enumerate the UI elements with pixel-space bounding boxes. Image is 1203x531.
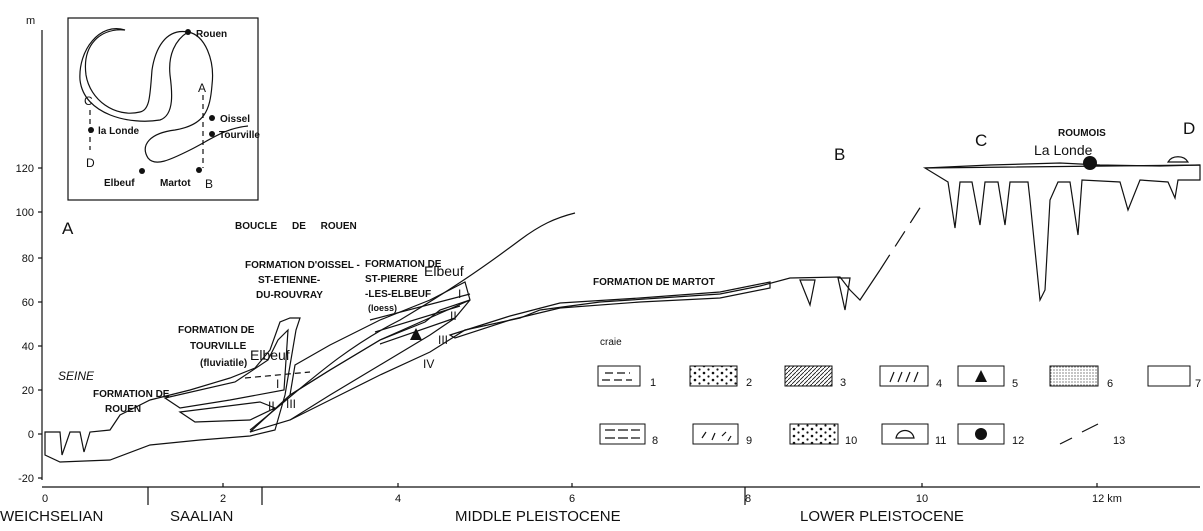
- label: A: [62, 219, 74, 238]
- y-unit: m: [26, 15, 35, 27]
- legend-label: 10: [845, 435, 857, 447]
- legend-label: 2: [746, 377, 752, 389]
- legend-label: 7: [1195, 378, 1201, 390]
- legend-label: 4: [936, 378, 942, 390]
- label: C: [975, 131, 987, 150]
- map-label: Rouen: [196, 29, 227, 40]
- label: B: [834, 145, 845, 164]
- period: WEICHSELIAN: [0, 508, 103, 525]
- x-tick: 6: [569, 493, 575, 505]
- label: II: [268, 399, 275, 413]
- label: FORMATION DE MARTOT: [593, 277, 715, 288]
- label: IV: [423, 357, 434, 371]
- legend-label: 6: [1107, 378, 1113, 390]
- label: FORMATION DE: [93, 389, 170, 400]
- label: SEINE: [58, 369, 95, 383]
- legend: 1 2 3 4 5 6 7 8 9 10 11 12 13: [598, 366, 1201, 447]
- label: DU-ROUVRAY: [256, 290, 323, 301]
- legend-label: 9: [746, 435, 752, 447]
- period: MIDDLE PLEISTOCENE: [455, 508, 621, 525]
- map-label: Tourville: [219, 130, 260, 141]
- periods: WEICHSELIAN SAALIAN MIDDLE PLEISTOCENE L…: [0, 508, 964, 525]
- label: III: [286, 397, 296, 411]
- legend-label: 3: [840, 377, 846, 389]
- y-tick: 80: [22, 253, 34, 265]
- label: FORMATION DE: [178, 325, 255, 336]
- legend-label: 1: [650, 377, 656, 389]
- legend-label: 13: [1113, 435, 1125, 447]
- label: II: [450, 309, 457, 323]
- y-ticks: 120 100 80 60 40 20 0 -20: [16, 163, 34, 485]
- legend-label: 12: [1012, 435, 1024, 447]
- x-tick: 2: [220, 493, 226, 505]
- label: III: [438, 333, 448, 347]
- label: ST-PIERRE: [365, 274, 418, 285]
- label: TOURVILLE: [190, 341, 247, 352]
- label: ROUEN: [105, 404, 141, 415]
- inset-map: Rouen C A Oissel la Londe Tourville D El…: [68, 18, 260, 200]
- legend-label: 11: [935, 435, 946, 447]
- legend-label: 5: [1012, 378, 1018, 390]
- map-label: la Londe: [98, 126, 140, 137]
- y-tick: 100: [16, 207, 34, 219]
- period: LOWER PLEISTOCENE: [800, 508, 964, 525]
- label: I: [276, 377, 279, 391]
- x-tick: 12 km: [1092, 493, 1122, 505]
- x-tick: 4: [395, 493, 401, 505]
- y-tick: 120: [16, 163, 34, 175]
- label: ST-ETIENNE-: [258, 275, 320, 286]
- legend-label: 8: [652, 435, 658, 447]
- label: craie: [600, 337, 622, 348]
- map-label: Oissel: [220, 114, 250, 125]
- label: Elbeuf: [424, 263, 464, 279]
- x-tick: 0: [42, 493, 48, 505]
- map-label: D: [86, 156, 95, 170]
- x-ticks: 0 2 4 6 8 10 12 km: [42, 493, 1122, 505]
- map-label: A: [198, 81, 206, 95]
- profile: [45, 156, 1200, 462]
- label: D: [1183, 119, 1195, 138]
- y-tick: -20: [18, 473, 34, 485]
- label: BOUCLE DE ROUEN: [235, 221, 357, 232]
- page: m 120 100 80 60 40 20 0 -20 0 2 4 6 8 10…: [0, 0, 1203, 531]
- label: (fluviatile): [200, 358, 247, 369]
- y-tick: 60: [22, 297, 34, 309]
- map-label: Elbeuf: [104, 178, 135, 189]
- map-label: B: [205, 177, 213, 191]
- label: (loess): [368, 303, 397, 313]
- y-tick: 0: [28, 429, 34, 441]
- label: I: [458, 287, 461, 301]
- label: -LES-ELBEUF: [365, 289, 431, 300]
- y-tick: 20: [22, 385, 34, 397]
- y-tick: 40: [22, 341, 34, 353]
- label: ROUMOIS: [1058, 128, 1106, 139]
- map-label: Martot: [160, 178, 191, 189]
- label: Elbeuf: [250, 347, 290, 363]
- period: SAALIAN: [170, 508, 233, 525]
- x-tick: 10: [916, 493, 928, 505]
- label: La Londe: [1034, 142, 1093, 158]
- diagram: m 120 100 80 60 40 20 0 -20 0 2 4 6 8 10…: [0, 0, 1203, 526]
- label: FORMATION D'OISSEL -: [245, 260, 360, 271]
- map-label: C: [84, 94, 93, 108]
- x-tick: 8: [745, 493, 751, 505]
